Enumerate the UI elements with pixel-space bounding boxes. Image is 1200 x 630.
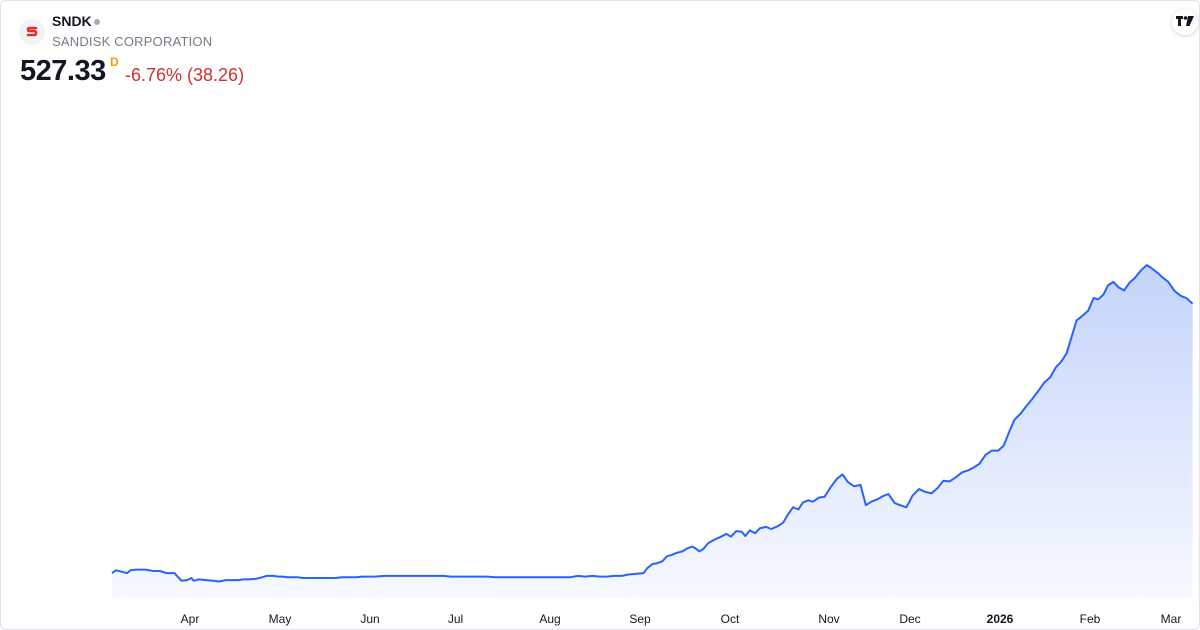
x-tick-label: Mar xyxy=(1161,612,1182,626)
last-price: 527.33 xyxy=(20,55,106,87)
x-tick-label: Apr xyxy=(181,612,200,626)
sandisk-logo-icon xyxy=(19,19,45,45)
x-tick-label: Aug xyxy=(539,612,560,626)
interval-badge: D xyxy=(110,55,119,69)
price-area xyxy=(112,265,1193,599)
x-tick-label: Dec xyxy=(899,612,920,626)
company-name: SANDISK CORPORATION xyxy=(52,34,213,49)
x-tick-label: Jun xyxy=(360,612,379,626)
x-tick-label: Nov xyxy=(818,612,839,626)
x-tick-label: Jul xyxy=(448,612,463,626)
ticker-symbol: SNDK xyxy=(52,13,92,29)
x-tick-label: 2026 xyxy=(987,612,1014,626)
tradingview-icon[interactable] xyxy=(1172,9,1198,35)
x-axis: Apr May Jun Jul Aug Sep Oct Nov Dec 2026 Feb Mar xyxy=(181,612,1182,626)
x-tick-label: Oct xyxy=(721,612,740,626)
x-tick-label: Feb xyxy=(1080,612,1101,626)
x-tick-label: May xyxy=(269,612,292,626)
price-line xyxy=(111,264,1194,583)
x-tick-label: Sep xyxy=(629,612,651,626)
market-status-dot xyxy=(94,19,100,25)
price-change: -6.76% (38.26) xyxy=(125,65,245,85)
